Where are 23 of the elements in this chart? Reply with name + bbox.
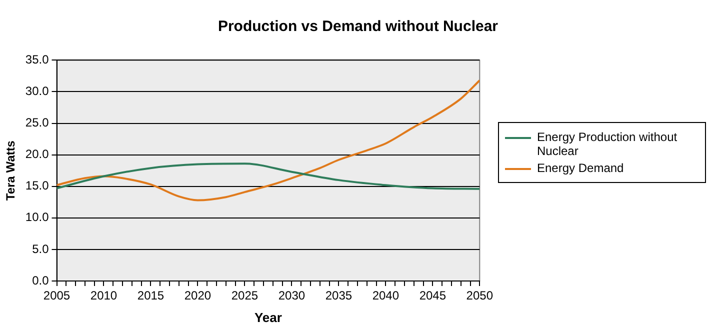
x-tick-label: 2040 xyxy=(372,288,400,303)
x-tick-label: 2030 xyxy=(278,288,306,303)
y-tick-label: 5.0 xyxy=(32,242,50,256)
y-axis-title: Tera Watts xyxy=(4,140,18,201)
x-tick-label: 2005 xyxy=(43,288,70,303)
legend-label: Energy Demand xyxy=(537,161,624,175)
y-tick-label: 15.0 xyxy=(25,178,50,193)
y-tick-label: 35.0 xyxy=(25,52,50,67)
legend-label: Energy Production without Nuclear xyxy=(537,130,678,158)
x-tick-label: 2020 xyxy=(184,288,212,303)
chart-title: Production vs Demand without Nuclear xyxy=(216,18,500,35)
y-tick-label: 0.0 xyxy=(32,273,50,288)
x-tick-label: 2050 xyxy=(466,288,494,303)
x-tick-label: 2025 xyxy=(231,288,258,303)
y-tick-label: 20.0 xyxy=(25,147,50,162)
y-tick-label: 25.0 xyxy=(25,116,50,130)
x-tick-label: 2035 xyxy=(325,288,352,303)
x-axis-title: Year xyxy=(254,310,282,325)
y-tick-label: 30.0 xyxy=(25,84,50,98)
x-tick-label: 2015 xyxy=(137,288,164,303)
x-tick-label: 2045 xyxy=(419,288,446,303)
y-tick-label: 10.0 xyxy=(25,210,50,224)
x-tick-label: 2010 xyxy=(90,288,118,303)
